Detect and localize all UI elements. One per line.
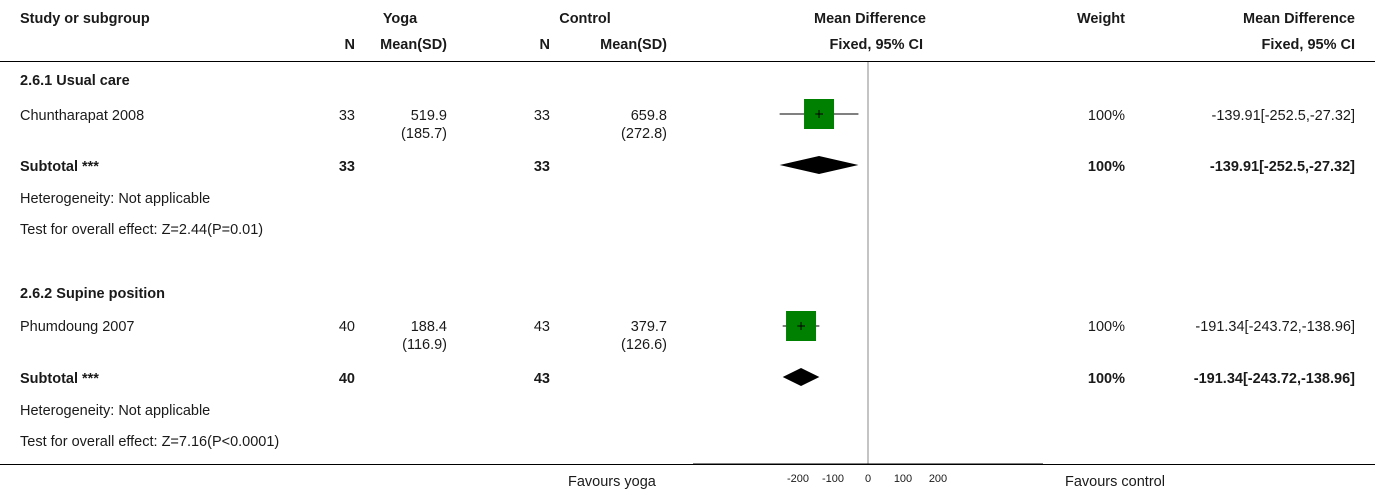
- header-control: Control: [559, 11, 611, 27]
- study-control-sd: (272.8): [621, 126, 667, 142]
- study-control-mean: 659.8: [630, 108, 667, 124]
- header-weight: Weight: [1076, 11, 1125, 27]
- header-fixed-ci-plot: Fixed, 95% CI: [829, 37, 923, 53]
- x-tick-label: 100: [894, 473, 912, 485]
- study-yoga-sd: (116.9): [402, 337, 447, 353]
- x-tick-label: -100: [822, 473, 844, 485]
- study-yoga-n: 40: [338, 319, 355, 335]
- subtotal-control-n: 33: [533, 159, 550, 175]
- x-tick-label: 0: [865, 473, 871, 485]
- study-yoga-n: 33: [338, 108, 355, 124]
- subtotal-yoga-n: 33: [338, 159, 355, 175]
- subtotal-ci-text: -139.91[-252.5,-27.32]: [1209, 159, 1355, 175]
- study-weight: 100%: [1087, 319, 1125, 335]
- header-mean-difference-right: Mean Difference: [1242, 11, 1355, 27]
- subtotal-yoga-n: 40: [338, 371, 355, 387]
- subgroup-title: 2.6.2 Supine position: [20, 286, 166, 302]
- subtotal-label: Subtotal ***: [20, 371, 99, 387]
- study-ci-text: -139.91[-252.5,-27.32]: [1211, 108, 1356, 124]
- overall-effect-text: Test for overall effect: Z=7.16(P<0.0001…: [20, 434, 280, 450]
- header-yoga-n: N: [344, 37, 355, 53]
- study-weight: 100%: [1087, 108, 1125, 124]
- x-tick-label: -200: [787, 473, 809, 485]
- study-control-n: 43: [533, 319, 550, 335]
- header-fixed-ci-right: Fixed, 95% CI: [1261, 37, 1355, 53]
- subtotal-diamond: [779, 156, 859, 174]
- x-tick-label: 200: [929, 473, 947, 485]
- study-control-mean: 379.7: [630, 319, 667, 335]
- subtotal-control-n: 43: [533, 371, 550, 387]
- subgroup-title: 2.6.1 Usual care: [20, 73, 130, 89]
- study-name: Phumdoung 2007: [20, 319, 135, 335]
- header-study-or-subgroup: Study or subgroup: [20, 11, 150, 27]
- favours-left-label: Favours yoga: [568, 474, 656, 490]
- header-divider: [0, 61, 1375, 62]
- overall-effect-text: Test for overall effect: Z=2.44(P=0.01): [20, 222, 264, 238]
- study-yoga-mean: 188.4: [410, 319, 447, 335]
- favours-right-label: Favours control: [1065, 474, 1165, 490]
- study-control-sd: (126.6): [621, 337, 667, 353]
- study-name: Chuntharapat 2008: [20, 108, 145, 124]
- study-yoga-sd: (185.7): [401, 126, 447, 142]
- header-mean-difference: Mean Difference: [813, 11, 926, 27]
- subtotal-ci-text: -191.34[-243.72,-138.96]: [1193, 371, 1355, 387]
- subtotal-weight: 100%: [1087, 371, 1125, 387]
- study-ci-text: -191.34[-243.72,-138.96]: [1195, 319, 1355, 335]
- heterogeneity-text: Heterogeneity: Not applicable: [20, 403, 211, 419]
- header-yoga: Yoga: [382, 11, 418, 27]
- subtotal-label: Subtotal ***: [20, 159, 99, 175]
- footer-divider: [0, 464, 1375, 465]
- subtotal-weight: 100%: [1087, 159, 1125, 175]
- header-control-mean-sd: Mean(SD): [600, 37, 667, 53]
- header-yoga-mean-sd: Mean(SD): [380, 37, 447, 53]
- study-control-n: 33: [533, 108, 550, 124]
- subtotal-diamond: [782, 368, 820, 386]
- header-control-n: N: [539, 37, 550, 53]
- study-yoga-mean: 519.9: [410, 108, 447, 124]
- heterogeneity-text: Heterogeneity: Not applicable: [20, 191, 211, 207]
